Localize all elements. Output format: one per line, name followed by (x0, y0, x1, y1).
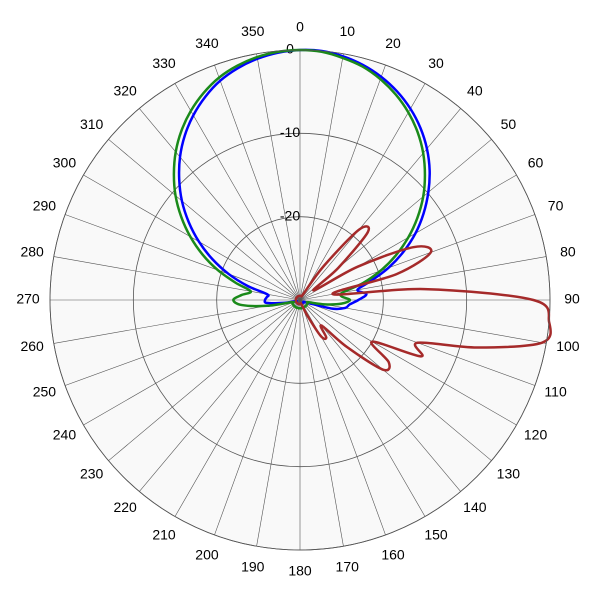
angle-label: 50 (501, 116, 517, 132)
angle-label: 240 (53, 427, 77, 443)
angle-label: 40 (467, 82, 483, 98)
angle-label: 70 (548, 198, 564, 214)
angle-label: 130 (497, 466, 521, 482)
angle-label: 190 (241, 559, 265, 575)
spoke (299, 299, 386, 536)
angle-label: 230 (80, 466, 104, 482)
angle-label: 60 (528, 155, 544, 171)
spoke (139, 299, 301, 492)
grid-ring (132, 132, 468, 468)
angle-label: 330 (152, 55, 176, 71)
spoke (299, 108, 461, 301)
angle-label: 300 (53, 155, 77, 171)
angle-label: 180 (288, 563, 312, 579)
radial-tick-label: -20 (280, 207, 300, 223)
spoke (83, 299, 301, 426)
angle-label: 0 (296, 19, 304, 35)
angle-label: 10 (339, 23, 355, 39)
pattern-line (294, 225, 552, 372)
radial-tick-label: 0 (286, 41, 294, 57)
spoke (53, 256, 301, 301)
spoke (64, 299, 301, 386)
angle-label: 290 (33, 198, 57, 214)
spoke (299, 299, 517, 426)
spoke (299, 299, 344, 547)
angle-label: 270 (16, 291, 40, 307)
spoke (64, 214, 301, 301)
radial-tick-label: -10 (280, 124, 300, 140)
angle-label: 20 (385, 35, 401, 51)
angle-label: 250 (33, 384, 57, 400)
angle-label: 160 (381, 546, 405, 562)
spoke (174, 83, 301, 301)
angle-label: 280 (20, 243, 44, 259)
angle-label: 140 (463, 499, 487, 515)
spoke (108, 139, 301, 301)
angle-label: 210 (152, 526, 176, 542)
angle-label: 320 (113, 82, 137, 98)
grid-ring (216, 216, 384, 384)
angle-label: 350 (241, 23, 265, 39)
spoke (214, 64, 301, 301)
angle-label: 30 (428, 55, 444, 71)
spoke (299, 64, 386, 301)
angle-label: 310 (80, 116, 104, 132)
angle-label: 100 (556, 338, 580, 354)
pattern-line (172, 48, 427, 310)
angle-label: 220 (113, 499, 137, 515)
angle-label: 340 (195, 35, 219, 51)
outer-ring (49, 49, 551, 551)
spoke (214, 299, 301, 536)
angle-label: 90 (564, 291, 580, 307)
spoke (299, 299, 547, 344)
spoke (108, 299, 301, 461)
angle-label: 80 (560, 243, 576, 259)
spoke (299, 53, 344, 301)
spoke (299, 299, 461, 492)
spoke (174, 299, 301, 517)
spoke (299, 83, 426, 301)
angle-label: 200 (195, 546, 219, 562)
angle-label: 110 (544, 384, 567, 400)
spoke (299, 299, 492, 461)
angle-label: 120 (524, 427, 548, 443)
spoke (139, 108, 301, 301)
spoke (299, 214, 536, 301)
angle-label: 170 (336, 559, 360, 575)
angle-label: 260 (20, 338, 44, 354)
angle-label: 150 (424, 526, 448, 542)
spoke (256, 299, 301, 547)
spoke (256, 53, 301, 301)
